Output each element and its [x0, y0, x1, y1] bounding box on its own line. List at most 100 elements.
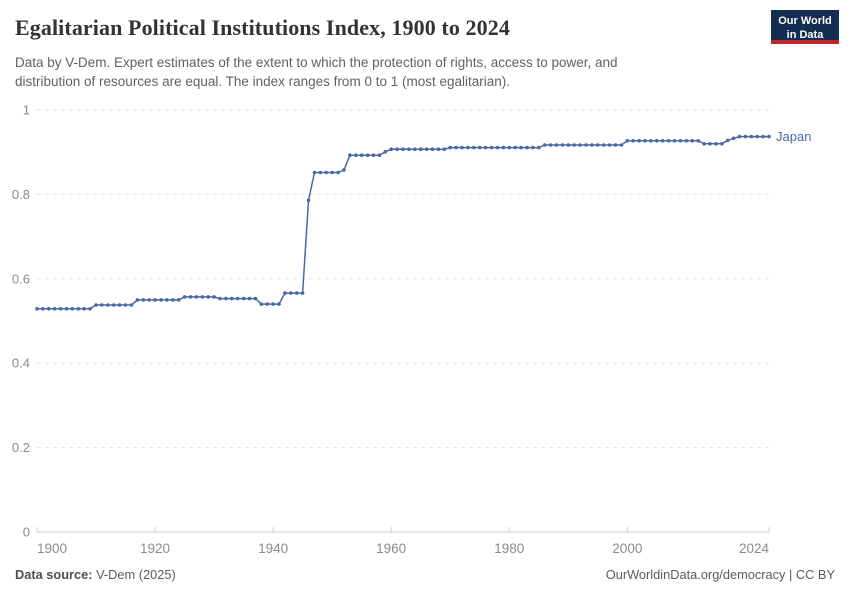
japan-data-point — [106, 303, 110, 307]
japan-data-point — [601, 143, 606, 147]
japan-data-point — [525, 145, 529, 150]
japan-data-point — [631, 139, 635, 143]
x-tick-label: 1920 — [140, 541, 170, 556]
japan-data-point — [655, 139, 659, 143]
japan-data-point — [354, 153, 358, 157]
japan-data-point — [637, 139, 641, 143]
japan-data-point — [720, 142, 724, 146]
x-tick-label: 1960 — [376, 541, 406, 556]
japan-data-point — [607, 143, 612, 147]
japan-data-point — [542, 143, 547, 147]
japan-data-point — [52, 307, 57, 311]
japan-data-point — [666, 139, 671, 143]
japan-data-point — [188, 295, 193, 299]
japan-data-point — [117, 303, 122, 307]
japan-data-point — [123, 303, 128, 307]
japan-data-point — [342, 168, 346, 172]
japan-data-point — [348, 153, 352, 157]
japan-data-point — [212, 295, 216, 299]
japan-data-point — [548, 143, 553, 147]
owid-logo[interactable]: Our World in Data — [771, 10, 839, 44]
japan-data-point — [649, 139, 653, 143]
japan-data-point — [377, 153, 382, 157]
data-source-value: V-Dem (2025) — [92, 567, 176, 582]
japan-data-point — [767, 134, 771, 139]
japan-data-point — [289, 291, 293, 295]
japan-data-point — [714, 142, 718, 146]
japan-data-point — [135, 298, 140, 302]
japan-data-point — [424, 147, 429, 151]
japan-data-point — [176, 298, 181, 302]
japan-data-point — [413, 147, 417, 151]
japan-data-point — [418, 147, 423, 151]
japan-data-point — [318, 170, 323, 175]
japan-data-point — [324, 170, 329, 175]
japan-series-line — [36, 135, 770, 310]
y-tick-label: 0 — [23, 525, 30, 540]
japan-data-point — [625, 139, 630, 143]
japan-data-point — [312, 170, 317, 175]
japan-data-point — [259, 302, 264, 306]
japan-data-point — [171, 298, 175, 302]
japan-data-point — [165, 298, 169, 302]
japan-data-point — [584, 143, 588, 147]
japan-data-point — [702, 142, 706, 146]
japan-data-point — [141, 298, 146, 302]
japan-data-point — [253, 296, 258, 301]
japan-data-point — [147, 298, 151, 302]
japan-data-point — [696, 139, 700, 143]
japan-data-point — [247, 296, 252, 301]
japan-data-point — [507, 145, 512, 150]
japan-data-point — [448, 145, 453, 150]
japan-data-point — [365, 153, 370, 157]
japan-data-point — [41, 307, 45, 311]
japan-data-point — [578, 143, 582, 147]
japan-data-point — [218, 296, 222, 301]
japan-data-point — [330, 170, 335, 175]
japan-data-point — [306, 198, 311, 203]
japan-data-point — [111, 303, 116, 307]
owid-credit-link[interactable]: OurWorldinData.org/democracy | CC BY — [605, 567, 835, 582]
japan-data-point — [596, 143, 600, 147]
japan-data-point — [336, 170, 340, 175]
japan-data-point — [477, 145, 482, 150]
japan-data-point — [70, 307, 75, 311]
japan-data-point — [678, 139, 683, 143]
japan-data-point — [389, 147, 394, 151]
japan-data-point — [725, 138, 730, 143]
japan-data-point — [761, 134, 765, 139]
japan-data-point — [560, 143, 565, 147]
japan-data-point — [755, 134, 759, 139]
chart-subtitle-line1: Data by V-Dem. Expert estimates of the e… — [15, 55, 618, 70]
japan-data-point — [737, 134, 742, 139]
japan-data-point — [129, 303, 134, 307]
japan-data-point — [519, 145, 523, 150]
japan-data-point — [235, 296, 240, 301]
japan-data-point — [300, 291, 305, 295]
japan-data-point — [407, 147, 411, 151]
japan-data-point — [395, 147, 399, 151]
japan-data-point — [383, 150, 388, 154]
x-tick-label: 1980 — [494, 541, 524, 556]
japan-data-point — [271, 302, 275, 306]
y-tick-label: 0.8 — [12, 187, 30, 202]
y-tick-label: 0.6 — [12, 271, 30, 286]
data-source-note: Data source: V-Dem (2025) — [15, 567, 176, 582]
japan-data-point — [460, 145, 464, 150]
japan-data-point — [206, 295, 210, 299]
japan-data-point — [572, 143, 576, 147]
japan-data-point — [100, 303, 104, 307]
japan-data-point — [531, 145, 535, 150]
japan-data-point — [153, 298, 157, 302]
japan-data-point — [749, 134, 754, 139]
x-tick-label: 1900 — [37, 541, 67, 556]
japan-data-point — [495, 145, 500, 150]
japan-data-point — [672, 139, 677, 143]
chart-subtitle-line2: distribution of resources are equal. The… — [15, 74, 511, 89]
japan-data-point — [554, 143, 559, 147]
japan-data-point — [708, 142, 712, 146]
japan-data-point — [454, 145, 458, 150]
japan-data-point — [371, 153, 376, 157]
japan-data-point — [294, 291, 299, 295]
